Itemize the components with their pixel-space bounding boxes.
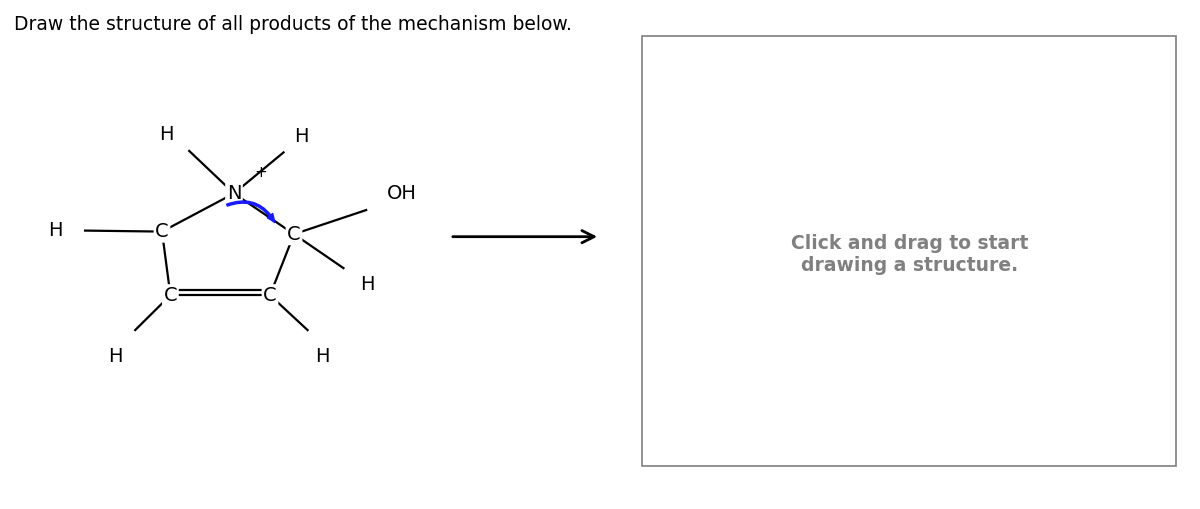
Text: C: C (155, 222, 169, 241)
Text: H: H (160, 125, 174, 144)
Text: C: C (163, 286, 178, 305)
Text: C: C (287, 224, 301, 244)
Text: OH: OH (386, 184, 416, 203)
Text: H: H (360, 275, 374, 294)
Text: Draw the structure of all products of the mechanism below.: Draw the structure of all products of th… (14, 15, 572, 34)
Text: H: H (48, 221, 62, 240)
Text: Click and drag to start
drawing a structure.: Click and drag to start drawing a struct… (791, 234, 1028, 275)
FancyBboxPatch shape (642, 36, 1176, 466)
Text: H: H (294, 127, 308, 146)
Text: +: + (254, 164, 266, 180)
Text: H: H (316, 347, 330, 366)
Text: H: H (108, 347, 122, 366)
FancyArrowPatch shape (227, 201, 275, 222)
Text: N: N (227, 184, 241, 203)
Text: C: C (263, 286, 277, 305)
